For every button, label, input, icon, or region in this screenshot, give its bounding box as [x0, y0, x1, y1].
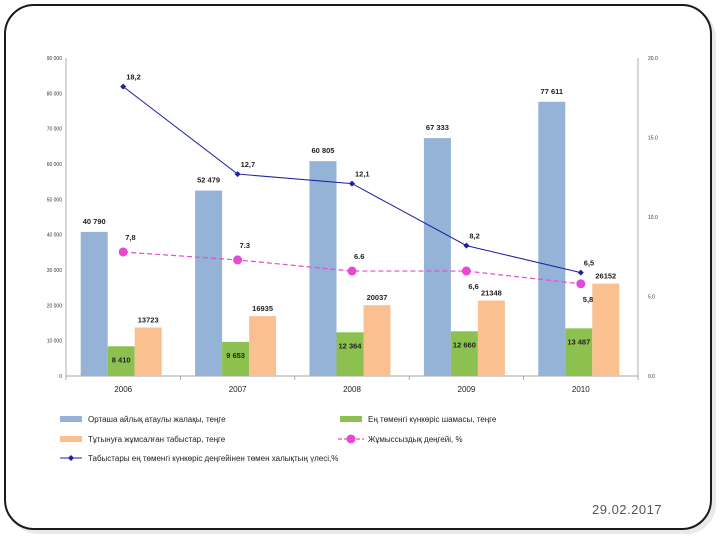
poverty-marker: [349, 180, 355, 187]
slide-date: 29.02.2017: [592, 502, 663, 517]
bar-value-label: 13723: [138, 316, 159, 325]
unemployment-marker: [576, 279, 586, 289]
bar-value-label: 77 611: [541, 87, 564, 96]
right-tick-label: 15.0: [648, 136, 658, 142]
line-value-label: 8,2: [469, 232, 479, 241]
x-tick-label: 2010: [572, 385, 590, 394]
slide-frame: [4, 4, 712, 530]
bar-2: [107, 346, 135, 376]
bar-value-label: 9 653: [226, 351, 245, 360]
line-value-label: 6,6: [468, 282, 478, 291]
x-tick-label: 2006: [114, 385, 132, 394]
unemployment-marker: [118, 247, 128, 257]
bar-3: [363, 305, 391, 376]
bar-value-label: 12 660: [453, 340, 476, 349]
bar-1: [195, 190, 223, 376]
poverty-line: [122, 86, 581, 274]
left-tick-label: 40 000: [47, 233, 63, 239]
left-tick-label: 50 000: [47, 197, 63, 203]
line-value-label: 18,2: [126, 73, 141, 82]
bar-1: [80, 231, 108, 376]
bar-1: [423, 138, 451, 376]
bar-value-label: 26152: [595, 272, 616, 281]
left-tick-label: 60 000: [47, 162, 63, 168]
chart-container: 0 10 000 20 000 30 000 40 000 50 000 60 000 70 …: [40, 18, 683, 488]
unemployment-marker: [347, 266, 357, 276]
right-tick-label: 0.0: [648, 374, 655, 380]
left-tick-label: 10 000: [47, 339, 63, 345]
right-tick-label: 20.0: [648, 56, 658, 62]
legend-label: Орташа айлық атаулы жалақы, теңге: [88, 415, 226, 424]
bar-value-label: 13 487: [567, 337, 590, 346]
line-value-label: 6,5: [584, 259, 594, 268]
unemployment-marker: [233, 255, 243, 265]
line-value-label: 6.6: [354, 252, 364, 261]
legend-swatch: [340, 416, 362, 422]
poverty-marker: [577, 269, 584, 276]
bar-2: [222, 341, 250, 376]
legend-swatch: [60, 436, 82, 442]
bar-value-label: 40 790: [83, 217, 106, 226]
bar-value-label: 8 410: [112, 355, 131, 364]
left-tick-label: 70 000: [47, 127, 63, 133]
line-value-label: 12,1: [355, 170, 370, 179]
legend-marker: [68, 455, 74, 461]
line-value-label: 12,7: [241, 160, 256, 169]
legend-label: Табыстары ең төменгі күнкөріс деңгейінен…: [88, 454, 338, 463]
bar-2: [336, 332, 364, 376]
right-tick-label: 5.0: [648, 295, 655, 301]
bar-3: [134, 327, 162, 376]
unemployment-line: [123, 251, 581, 285]
bar-1: [538, 101, 566, 376]
left-tick-label: 80 000: [47, 91, 63, 97]
left-tick-label: 0: [59, 374, 62, 380]
bar-value-label: 67 333: [426, 123, 449, 132]
bar-value-label: 20037: [367, 293, 388, 302]
bar-value-label: 16935: [252, 304, 273, 313]
bar-value-label: 21348: [481, 289, 502, 298]
combo-chart: 0 10 000 20 000 30 000 40 000 50 000 60 000 70 …: [47, 56, 658, 463]
left-tick-label: 90 000: [47, 56, 63, 62]
bar-3: [477, 300, 505, 376]
line-value-label: 7,8: [125, 233, 135, 242]
legend-label: Жұмыссыздық деңгейі, %: [368, 435, 463, 444]
x-tick-label: 2008: [343, 385, 361, 394]
legend-swatch: [60, 416, 82, 422]
bar-value-label: 52 479: [197, 176, 220, 185]
line-value-label: 7.3: [240, 241, 250, 250]
left-tick-label: 20 000: [47, 303, 63, 309]
poverty-marker: [234, 171, 241, 178]
line-value-label: 5,8: [583, 295, 593, 304]
poverty-marker: [463, 242, 470, 249]
legend-label: Тұтынуға жұмсалған табыстар, теңге: [88, 435, 226, 444]
x-tick-label: 2009: [458, 385, 476, 394]
bar-2: [565, 328, 593, 376]
bar-value-label: 60 805: [312, 146, 335, 155]
bar-3: [249, 316, 277, 376]
poverty-marker: [120, 83, 127, 90]
left-tick-label: 30 000: [47, 268, 63, 274]
legend-marker: [346, 434, 356, 444]
bar-3: [592, 283, 620, 376]
unemployment-marker: [461, 266, 471, 276]
bar-value-label: 12 364: [339, 341, 363, 350]
legend-label: Ең төменгі күнкөріс шамасы, теңге: [368, 415, 497, 424]
x-tick-label: 2007: [229, 385, 247, 394]
bar-2: [450, 331, 478, 376]
right-tick-label: 10.0: [648, 215, 658, 221]
